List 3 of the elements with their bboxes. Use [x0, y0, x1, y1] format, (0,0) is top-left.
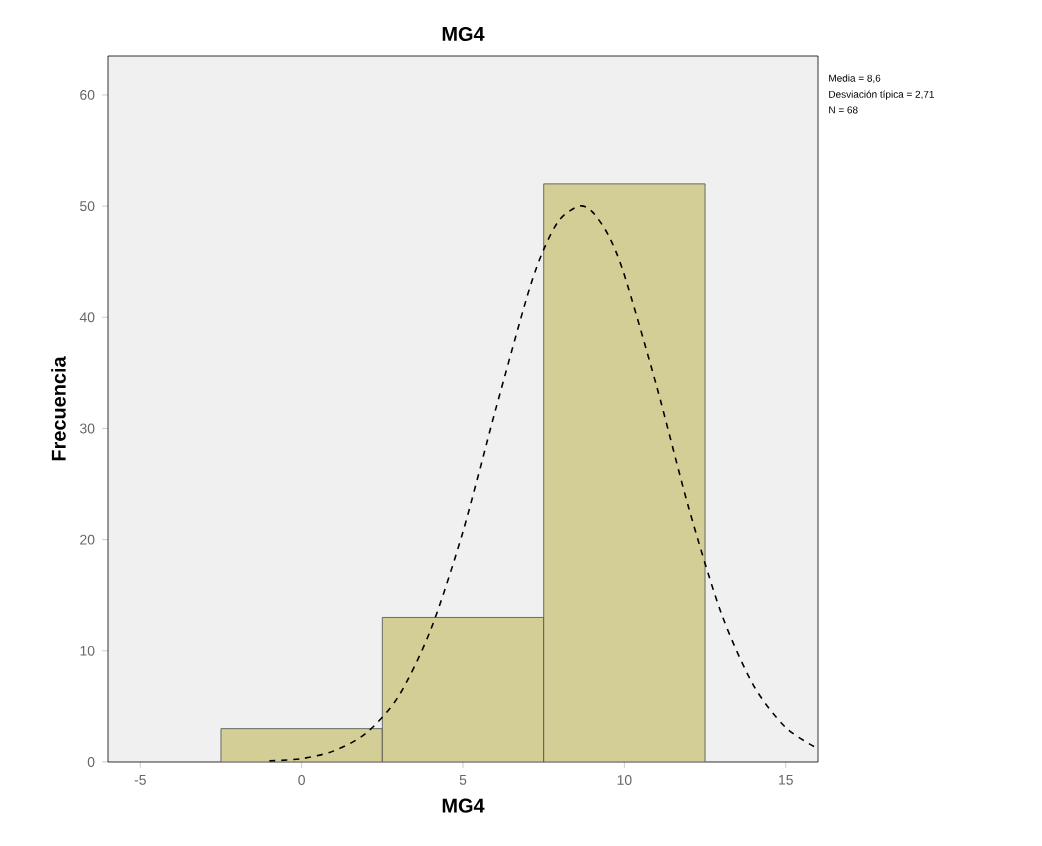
x-axis-title: MG4: [442, 798, 485, 813]
chart-title: MG4: [442, 26, 485, 41]
y-axis-title: Frecuencia: [51, 356, 66, 461]
